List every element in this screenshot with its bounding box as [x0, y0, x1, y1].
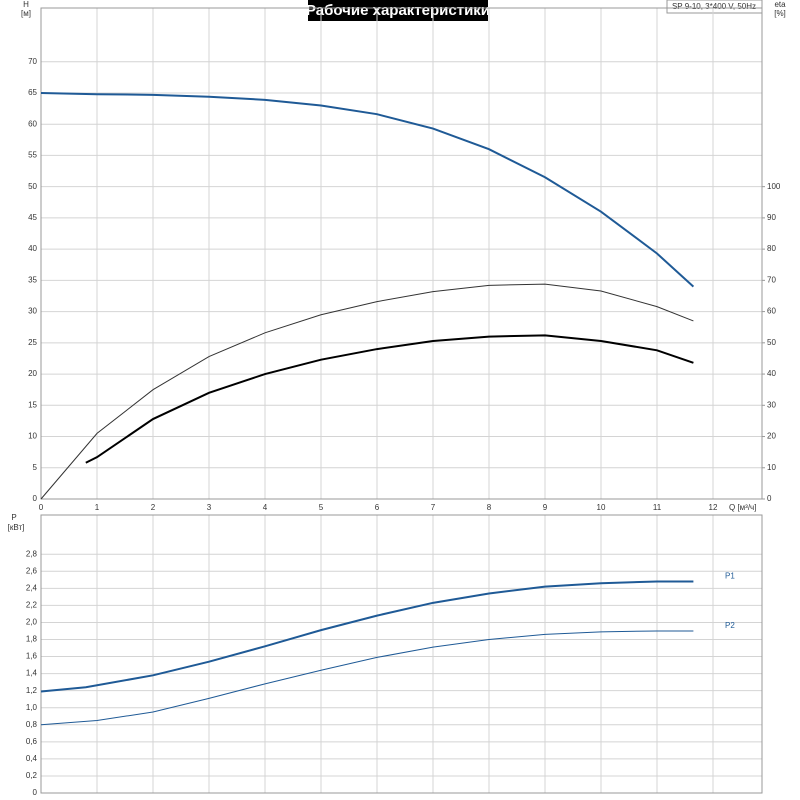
- x-tick-label: 4: [263, 503, 268, 512]
- y-tick-label: 0: [33, 494, 38, 503]
- series-line: [40, 283, 694, 500]
- y2-tick-label: 50: [767, 338, 776, 347]
- series-line: [40, 91, 695, 288]
- x-tick-label: 12: [709, 503, 718, 512]
- x-tick-label: 8: [487, 503, 492, 512]
- y-tick-label: 2,8: [26, 549, 38, 558]
- y-tick-label: 0,4: [26, 754, 38, 763]
- y-tick-label: 35: [28, 275, 37, 284]
- x-tick-label: 11: [653, 503, 662, 512]
- plot-frame: [40, 514, 763, 794]
- y-tick-label: 2,6: [26, 566, 38, 575]
- y-tick-label: 1,4: [26, 669, 38, 678]
- x-tick-label: 7: [431, 503, 436, 512]
- y-tick-label: 15: [28, 400, 37, 409]
- y-tick-label: 1,6: [26, 652, 38, 661]
- x-axis-label: Q [м³/ч]: [729, 503, 756, 512]
- x-tick-label: 1: [95, 503, 100, 512]
- y2-tick-label: 70: [767, 275, 776, 284]
- y2-tick-label: 10: [767, 463, 776, 472]
- x-tick-label: 10: [597, 503, 606, 512]
- y-tick-label: 25: [28, 338, 37, 347]
- y2-tick-label: 40: [767, 369, 776, 378]
- y2-tick-label: 0: [767, 494, 772, 503]
- y-tick-label: 5: [33, 463, 38, 472]
- y-axis-label: H: [23, 0, 29, 9]
- y-tick-label: 2,0: [26, 618, 38, 627]
- y-axis-unit: [кВт]: [8, 523, 25, 532]
- y-tick-label: 1,8: [26, 635, 38, 644]
- y2-tick-label: 60: [767, 307, 776, 316]
- y-tick-label: 0,8: [26, 720, 38, 729]
- y-tick-label: 45: [28, 213, 37, 222]
- series-label: P1: [725, 572, 735, 581]
- y-tick-label: 65: [28, 88, 37, 97]
- subtitle: SP 9-10, 3*400 V, 50Hz: [672, 2, 756, 11]
- x-tick-label: 0: [39, 503, 44, 512]
- y-axis-unit: [м]: [21, 9, 31, 18]
- series-label: P2: [725, 621, 735, 630]
- y-tick-label: 10: [28, 432, 37, 441]
- y-tick-label: 0,2: [26, 771, 38, 780]
- y2-axis-unit: [%]: [774, 9, 786, 18]
- y-tick-label: 50: [28, 182, 37, 191]
- y-tick-label: 40: [28, 244, 37, 253]
- y2-axis-label: eta: [774, 0, 786, 9]
- y2-tick-label: 100: [767, 182, 781, 191]
- y-axis-label: P: [11, 513, 16, 522]
- x-tick-label: 5: [319, 503, 324, 512]
- y-tick-label: 55: [28, 151, 37, 160]
- series-line: [40, 630, 694, 726]
- chart-title: Рабочие характеристики: [306, 2, 490, 19]
- series-line: [85, 334, 694, 464]
- y-tick-label: 20: [28, 369, 37, 378]
- y2-tick-label: 80: [767, 244, 776, 253]
- series-line: [40, 580, 694, 693]
- plot-frame: [40, 7, 763, 500]
- x-tick-label: 6: [375, 503, 380, 512]
- subtitle-box: [666, 0, 763, 14]
- y-tick-label: 70: [28, 57, 37, 66]
- y-tick-label: 0,6: [26, 737, 38, 746]
- y-tick-label: 1,0: [26, 703, 38, 712]
- y2-tick-label: 30: [767, 400, 776, 409]
- y-tick-label: 2,4: [26, 583, 38, 592]
- title-box: [308, 0, 488, 21]
- y-tick-label: 0: [33, 788, 38, 797]
- y-tick-label: 1,2: [26, 686, 38, 695]
- y2-tick-label: 20: [767, 432, 776, 441]
- y-tick-label: 2,2: [26, 601, 38, 610]
- y-tick-label: 30: [28, 307, 37, 316]
- x-tick-label: 3: [207, 503, 212, 512]
- x-tick-label: 2: [151, 503, 156, 512]
- x-tick-label: 9: [543, 503, 548, 512]
- y2-tick-label: 90: [767, 213, 776, 222]
- y-tick-label: 60: [28, 119, 37, 128]
